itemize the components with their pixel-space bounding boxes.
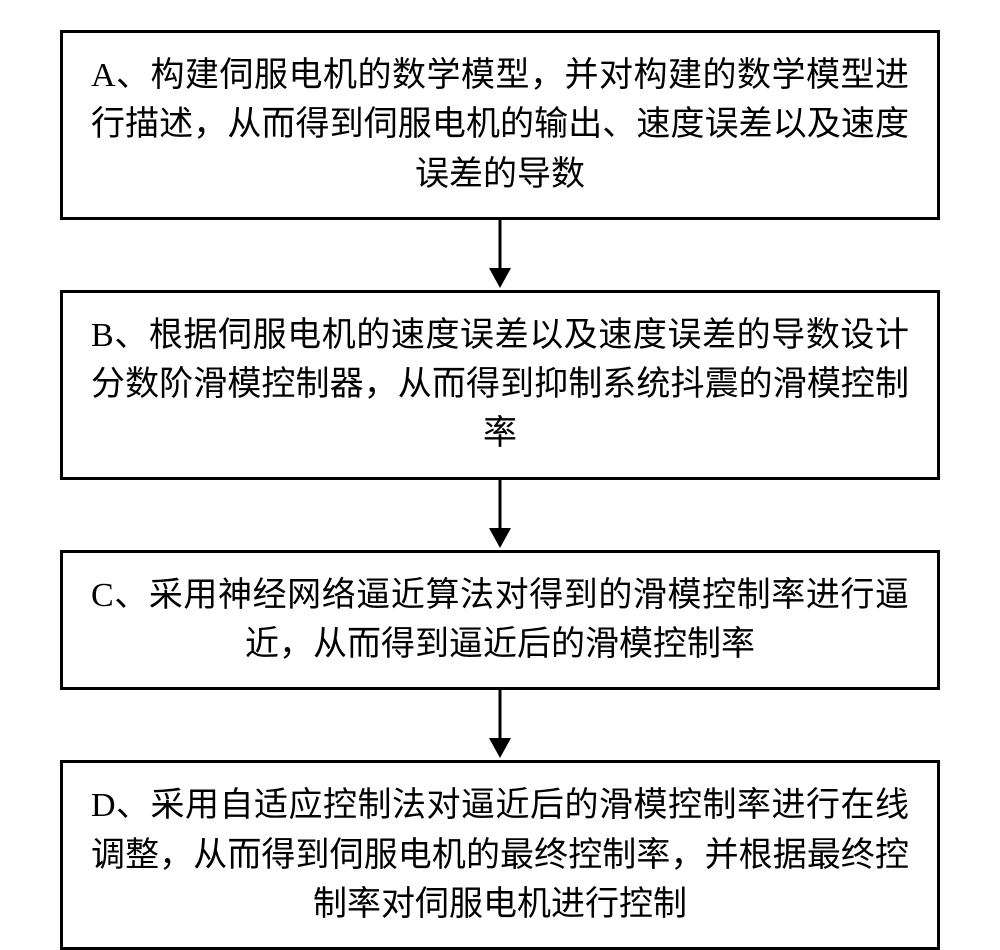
node-text: D、采用自适应控制法对逼近后的滑模控制率进行在线调整，从而得到伺服电机的最终控制… [91, 787, 909, 923]
arrow-down-icon [480, 690, 520, 760]
node-text: B、根据伺服电机的速度误差以及速度误差的导数设计分数阶滑模控制器，从而得到抑制系… [91, 317, 909, 453]
arrow-a-to-b [480, 220, 520, 290]
flowchart-node-b: B、根据伺服电机的速度误差以及速度误差的导数设计分数阶滑模控制器，从而得到抑制系… [60, 290, 940, 480]
node-text: A、构建伺服电机的数学模型，并对构建的数学模型进行描述，从而得到伺服电机的输出、… [91, 57, 909, 193]
arrow-down-icon [480, 480, 520, 550]
arrow-b-to-c [480, 480, 520, 550]
node-text: C、采用神经网络逼近算法对得到的滑模控制率进行逼近，从而得到逼近后的滑模控制率 [91, 577, 909, 663]
flowchart-node-a: A、构建伺服电机的数学模型，并对构建的数学模型进行描述，从而得到伺服电机的输出、… [60, 30, 940, 220]
arrow-down-icon [480, 220, 520, 290]
flowchart-node-d: D、采用自适应控制法对逼近后的滑模控制率进行在线调整，从而得到伺服电机的最终控制… [60, 760, 940, 950]
flowchart-node-c: C、采用神经网络逼近算法对得到的滑模控制率进行逼近，从而得到逼近后的滑模控制率 [60, 550, 940, 691]
arrow-c-to-d [480, 690, 520, 760]
flowchart-container: A、构建伺服电机的数学模型，并对构建的数学模型进行描述，从而得到伺服电机的输出、… [0, 0, 1000, 950]
